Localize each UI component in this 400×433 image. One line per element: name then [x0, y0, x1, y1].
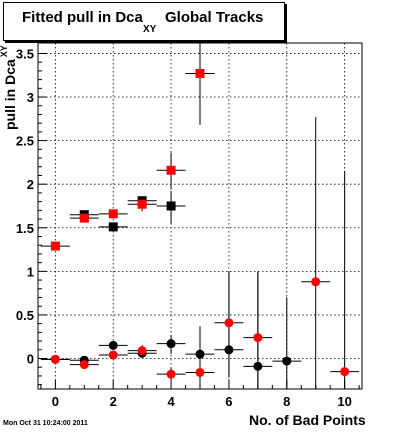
series-1-point-3 — [127, 198, 157, 212]
chart-title: Fitted pull in Dca — [22, 9, 143, 26]
series-1-point-2 — [98, 209, 128, 219]
y-tick-label-6: 3 — [27, 90, 34, 105]
x-tick-label-3: 6 — [225, 394, 232, 409]
series-1-point-0 — [40, 241, 70, 251]
series-3-point-3-marker — [137, 346, 147, 356]
series-1-point-1-marker — [79, 213, 89, 223]
x-tick-label-0: 0 — [52, 394, 59, 409]
series-3-point-6 — [214, 271, 244, 378]
series-3-point-5-marker — [195, 367, 205, 377]
series-3-point-2-marker — [108, 350, 118, 360]
series-1-point-0-marker — [50, 241, 60, 251]
series-2-point-8 — [272, 297, 302, 389]
series-3-point-3 — [127, 345, 157, 356]
x-tick-label-4: 8 — [283, 394, 290, 409]
series-1-point-1 — [69, 213, 99, 223]
y-tick-label-0: 0 — [27, 351, 34, 366]
series-2-point-2 — [98, 340, 128, 350]
series-2-point-5-marker — [195, 349, 205, 359]
series-1-point-4 — [156, 152, 186, 190]
series-2-point-4-marker — [166, 339, 176, 349]
x-tick-label-2: 4 — [167, 394, 175, 409]
series-3-point-0-marker — [50, 354, 60, 364]
series-3-point-7 — [243, 271, 273, 389]
y-tick-label-5: 2.5 — [16, 134, 34, 149]
series-3-point-8 — [301, 117, 331, 389]
y-tick-label-2: 1 — [27, 264, 34, 279]
series-3-point-6-marker — [224, 318, 234, 328]
title-box: Fitted pull in Dca XY Global Tracks — [3, 2, 285, 41]
series-0-point-3 — [156, 191, 186, 224]
timestamp: Mon Oct 31 10:24:00 2011 — [3, 420, 88, 427]
series-3-point-4 — [156, 368, 186, 381]
series-1-point-3-marker — [137, 199, 147, 209]
series-0-point-1-marker — [108, 222, 118, 232]
series-3-point-0 — [40, 354, 70, 364]
series-3-point-9-marker — [340, 367, 350, 377]
series-3-point-9 — [330, 171, 360, 389]
series-3-point-1-marker — [79, 360, 89, 370]
chart-title-tail: Global Tracks — [165, 9, 264, 26]
series-1-point-5 — [185, 43, 215, 125]
series-3-point-5 — [185, 358, 215, 388]
chart-title-subscript: XY — [143, 24, 157, 35]
series-1-point-2-marker — [108, 209, 118, 219]
series-2-point-2-marker — [108, 340, 118, 350]
y-tick-label-4: 2 — [27, 177, 34, 192]
series-3-point-7-marker — [253, 333, 263, 343]
x-axis-label: No. of Bad Points — [249, 412, 366, 428]
x-tick-label-1: 2 — [110, 394, 117, 409]
y-tick-label-1: 0.5 — [16, 308, 34, 323]
series-3-point-2 — [98, 350, 128, 360]
series-0-point-3-marker — [166, 201, 176, 211]
y-tick-label-3: 1.5 — [16, 221, 34, 236]
series-3-point-4-marker — [166, 369, 176, 379]
series-1-point-5-marker — [195, 69, 205, 79]
series-2-point-4 — [156, 334, 186, 355]
y-tick-label-7: 3.5 — [16, 46, 34, 61]
series-3-point-1 — [69, 360, 99, 370]
series-1-point-4-marker — [166, 165, 176, 175]
series-2-point-8-marker — [282, 356, 292, 366]
x-tick-label-5: 10 — [337, 394, 351, 409]
series-3-point-8-marker — [311, 277, 321, 287]
series-0-point-1 — [98, 222, 128, 232]
